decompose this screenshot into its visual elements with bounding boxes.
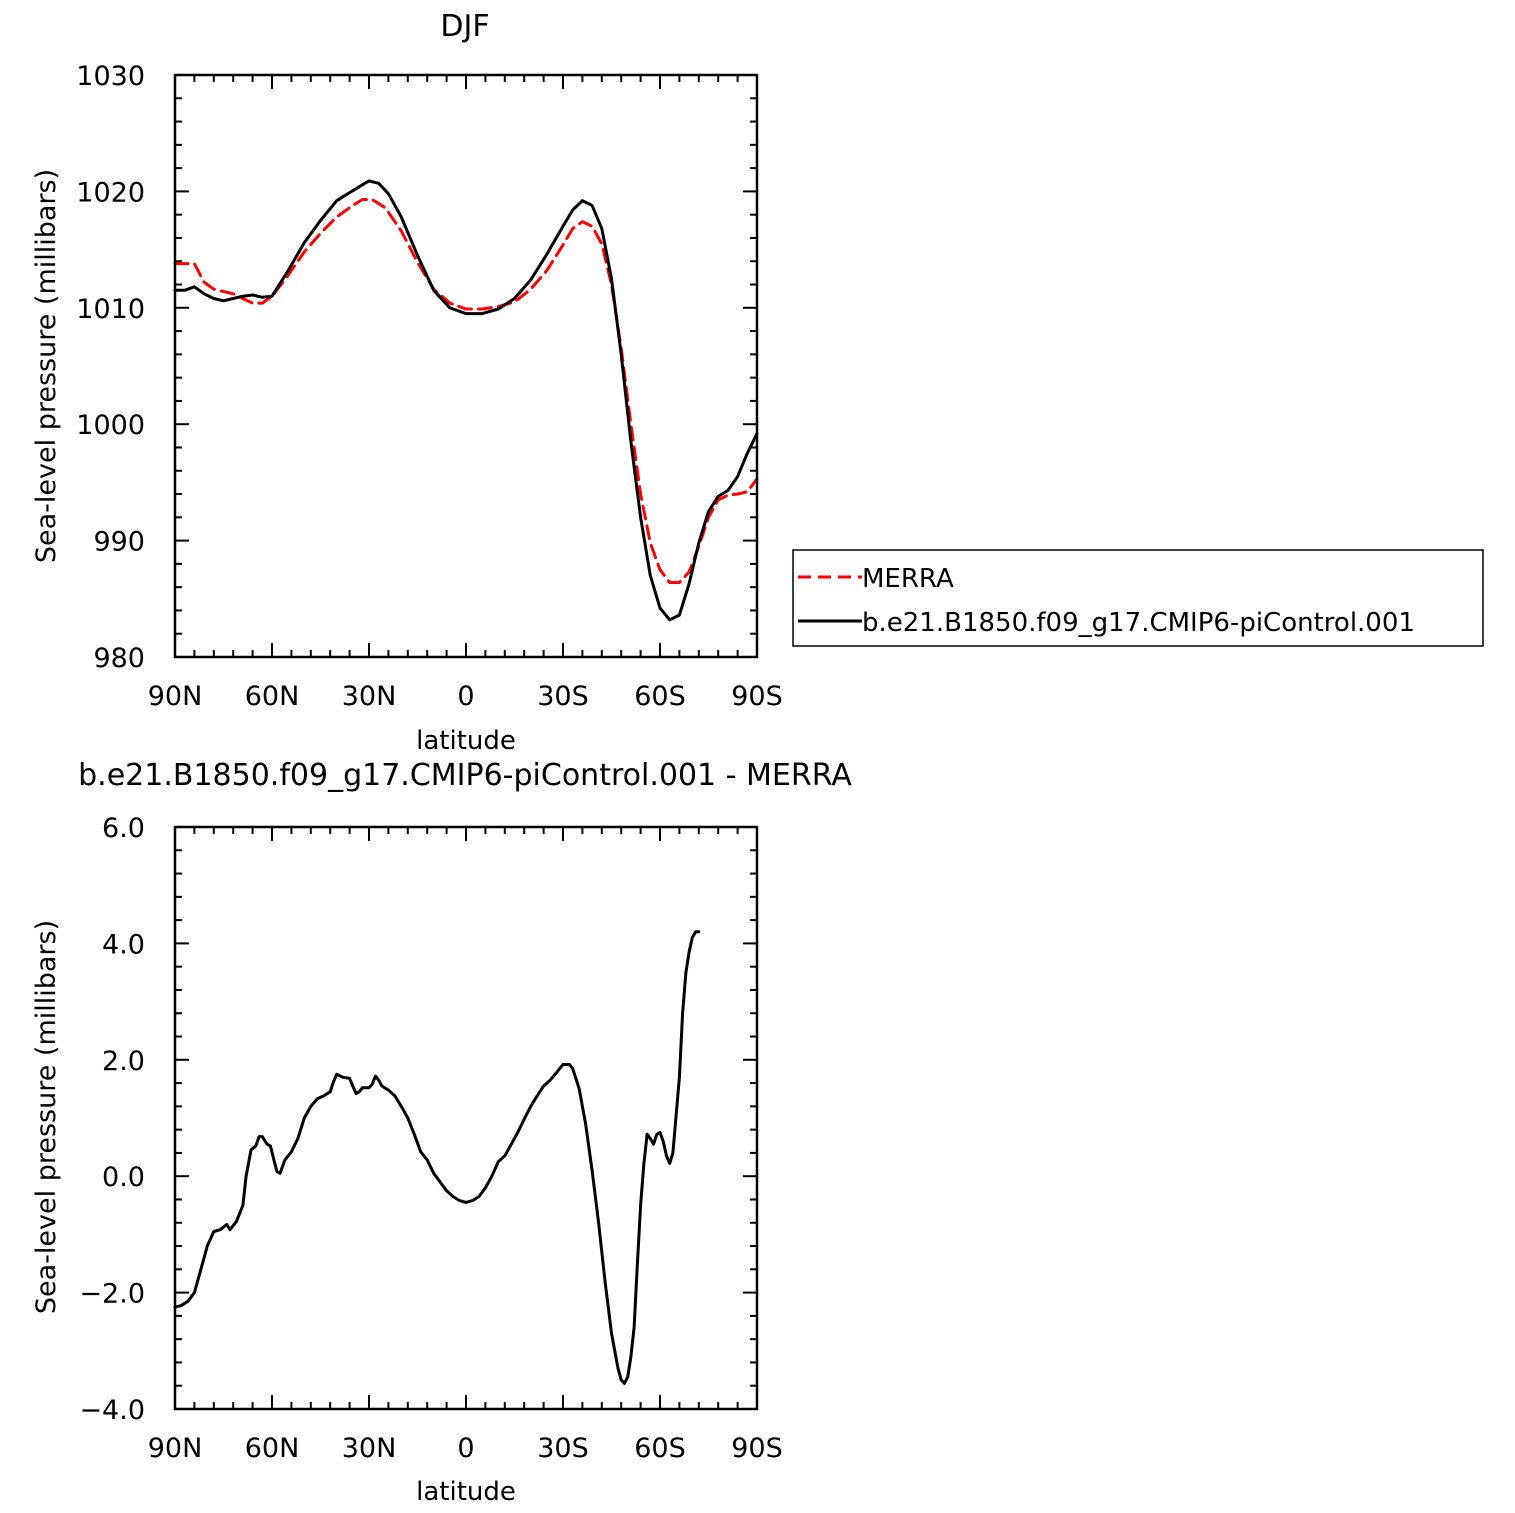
p1-series-line-1 [173,179,759,622]
legend: MERRA b.e21.B1850.f09_g17.CMIP6-piContro… [792,549,1484,647]
p1-x-tick-label: 30N [342,681,397,712]
p2-x-tick-label: 30N [342,1433,397,1464]
panel2-y-axis-label: Sea-level pressure (millibars) [31,920,62,1314]
panel1-y-axis-label: Sea-level pressure (millibars) [31,169,62,563]
p2-x-tick-label: 30S [537,1433,589,1464]
p2-y-tick-label: 6.0 [102,813,145,844]
difference-panel: b.e21.B1850.f09_g17.CMIP6-piControl.001 … [31,758,852,1507]
p1-y-tick-label: 1000 [76,410,145,441]
legend-label-merra: MERRA [862,564,954,594]
climatology-panel: DJF Sea-level pressure (millibars) latit… [31,9,783,756]
p1-series-line-0 [173,198,759,584]
p2-x-tick-label: 60S [634,1433,686,1464]
p1-y-tick-label: 1020 [76,177,145,208]
p1-x-tick-label: 90S [731,681,783,712]
p1-y-tick-label: 1030 [76,61,145,92]
p1-y-tick-label: 1010 [76,294,145,325]
p1-x-tick-label: 60N [245,681,300,712]
panel2-plot-frame [173,825,759,1411]
p1-y-tick-label: 990 [93,527,145,558]
p2-x-tick-label: 90S [731,1433,783,1464]
panel1-plot-frame [173,73,759,659]
legend-label-model: b.e21.B1850.f09_g17.CMIP6-piControl.001 [862,608,1415,638]
p2-y-tick-label: −4.0 [79,1395,145,1426]
p1-x-tick-label: 30S [537,681,589,712]
p1-x-tick-label: 60S [634,681,686,712]
p1-x-tick-label: 0 [457,681,474,712]
p1-y-tick-label: 980 [93,643,145,674]
p2-x-tick-label: 90N [148,1433,203,1464]
panel2-x-axis-label: latitude [416,1477,516,1507]
p2-y-tick-label: 0.0 [102,1162,145,1193]
p2-series-line-0 [173,930,701,1385]
p1-x-tick-label: 90N [148,681,203,712]
p2-x-tick-label: 0 [457,1433,474,1464]
panel1-title: DJF [440,9,489,44]
p2-y-tick-label: 4.0 [102,929,145,960]
p2-y-tick-label: −2.0 [79,1279,145,1310]
panel2-title: b.e21.B1850.f09_g17.CMIP6-piControl.001 … [78,758,852,793]
p2-y-tick-label: 2.0 [102,1046,145,1077]
legend-box [792,549,1484,647]
p2-x-tick-label: 60N [245,1433,300,1464]
panel1-x-axis-label: latitude [416,726,516,756]
